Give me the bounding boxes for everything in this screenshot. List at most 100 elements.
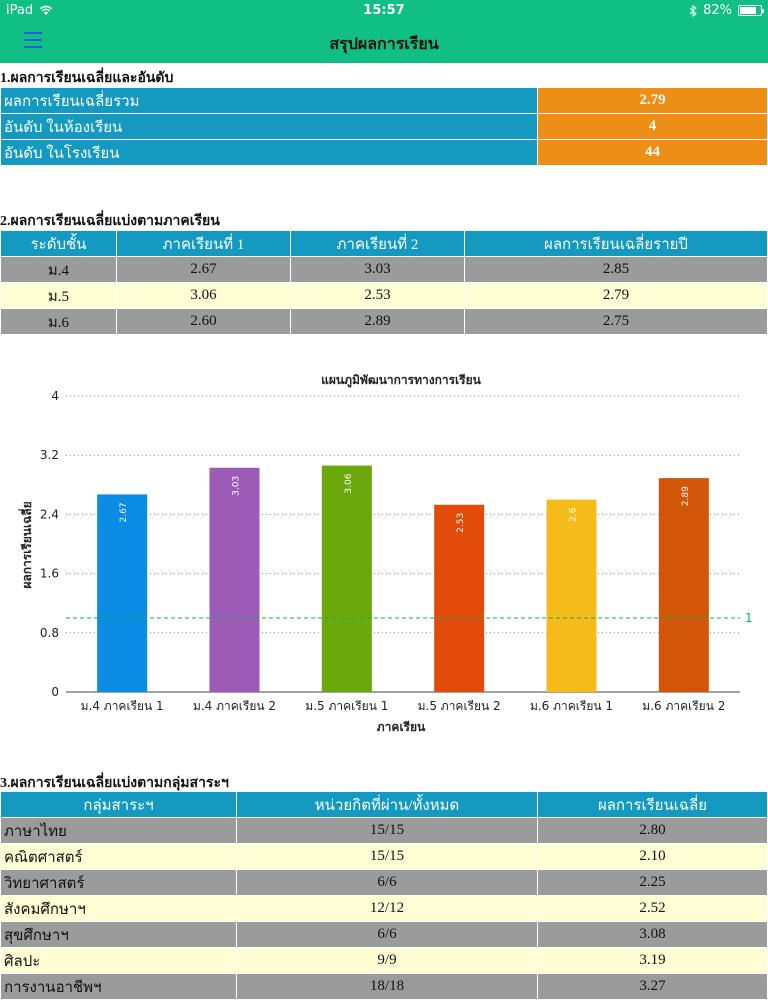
x-axis-title: ภาคเรียน: [377, 720, 426, 734]
table-row: การงานอาชีพฯ 18/18 3.27: [0, 973, 768, 1000]
table-row: คณิตศาสตร์ 15/15 2.10: [0, 843, 768, 870]
table-cell: 2.75: [464, 308, 768, 335]
chart-bar: [434, 504, 485, 692]
bar-value-label: 2.89: [681, 486, 691, 506]
table-cell: 15/15: [236, 843, 538, 870]
table-cell: วิทยาศาสตร์: [0, 869, 237, 896]
y-tick-label: 1.6: [40, 567, 59, 581]
summary-value: 44: [537, 139, 768, 166]
table-cell: 3.19: [537, 947, 768, 974]
y-tick-label: 3.2: [40, 448, 59, 462]
table-cell: 3.03: [290, 256, 465, 283]
table-cell: 18/18: [236, 973, 538, 1000]
table-cell: สุขศึกษาฯ: [0, 921, 237, 948]
bar-value-label: 2.67: [119, 502, 129, 522]
bar-value-label: 2.6: [569, 507, 579, 522]
x-tick-label: ม.5 ภาคเรียน 1: [305, 699, 388, 713]
y-tick-label: 2.4: [40, 507, 59, 521]
x-tick-label: ม.4 ภาคเรียน 2: [193, 699, 276, 713]
y-axis-title: ผลการเรียนเฉลี่ย: [18, 501, 34, 588]
table-cell: 2.60: [116, 308, 291, 335]
summary-row: อันดับ ในโรงเรียน 44: [0, 139, 768, 166]
nav-bar: สรุปผลการเรียน: [0, 20, 768, 63]
column-header: หน่วยกิตที่ผ่าน/ทั้งหมด: [236, 791, 538, 818]
table-cell: สังคมศึกษาฯ: [0, 895, 237, 922]
table-cell: ม.4: [0, 256, 117, 283]
table-cell: ม.6: [0, 308, 117, 335]
summary-row: อันดับ ในห้องเรียน 4: [0, 113, 768, 140]
status-time: 15:57: [363, 3, 405, 18]
progress-chart: แผนภูมิพัฒนาการทางการเรียน 0 0.8 1.6 2.4 3.2 4…: [18, 373, 753, 734]
y-tick-label: 0.8: [40, 626, 59, 640]
reference-line-label: 1: [745, 611, 753, 625]
table-cell: 2.80: [537, 817, 768, 844]
term-table: ระดับชั้น ภาคเรียนที่ 1 ภาคเรียนที่ 2 ผลการ…: [0, 230, 768, 335]
table-cell: คณิตศาสตร์: [0, 843, 237, 870]
device-name: iPad: [6, 3, 34, 18]
y-tick-label: 0: [51, 685, 59, 699]
table-cell: 2.52: [537, 895, 768, 922]
table-row: สังคมศึกษาฯ 12/12 2.52: [0, 895, 768, 922]
table-row: ภาษาไทย 15/15 2.80: [0, 817, 768, 844]
summary-label: อันดับ ในห้องเรียน: [0, 113, 538, 140]
status-bar: iPad 15:57 82%: [0, 0, 768, 20]
summary-value: 4: [537, 113, 768, 140]
section2-title: 2.ผลการเรียนเฉลี่ยแบ่งตามภาคเรียน: [0, 214, 220, 229]
y-tick-label: 4: [51, 389, 59, 403]
table-cell: 9/9: [236, 947, 538, 974]
chart-bar: [658, 478, 709, 692]
x-tick-label: ม.6 ภาคเรียน 2: [642, 699, 725, 713]
table-row: ม.5 3.06 2.53 2.79: [0, 282, 768, 309]
column-header: ผลการเรียนเฉลี่ยรายปี: [464, 230, 768, 257]
subject-table: กลุ่มสาระฯ หน่วยกิตที่ผ่าน/ทั้งหมด ผลการเร…: [0, 791, 768, 1000]
table-cell: 12/12: [236, 895, 538, 922]
table-cell: 3.06: [116, 282, 291, 309]
hamburger-menu-icon[interactable]: [24, 32, 42, 48]
table-cell: 6/6: [236, 921, 538, 948]
chart-bar: [97, 494, 148, 692]
table-cell: 6/6: [236, 869, 538, 896]
table-row: ม.6 2.60 2.89 2.75: [0, 308, 768, 335]
chart-bar: [321, 465, 372, 692]
table-cell: การงานอาชีพฯ: [0, 973, 237, 1000]
table-cell: 15/15: [236, 817, 538, 844]
table-cell: ม.5: [0, 282, 117, 309]
table-cell: ภาษาไทย: [0, 817, 237, 844]
table-cell: 2.85: [464, 256, 768, 283]
battery-level: [740, 7, 757, 14]
table-cell: 3.27: [537, 973, 768, 1000]
battery-icon: [738, 5, 764, 16]
table-cell: 2.10: [537, 843, 768, 870]
chart-bar: [546, 499, 597, 692]
bar-value-label: 3.03: [232, 476, 242, 496]
table-row: สุขศึกษาฯ 6/6 3.08: [0, 921, 768, 948]
page-title: สรุปผลการเรียน: [329, 34, 439, 53]
summary-table: ผลการเรียนเฉลี่ยรวม 2.79 อันดับ ในห้องเรีย…: [0, 87, 768, 166]
bar-value-label: 3.06: [344, 473, 354, 493]
column-header: ระดับชั้น: [0, 230, 117, 257]
table-row: วิทยาศาสตร์ 6/6 2.25: [0, 869, 768, 896]
summary-label: อันดับ ในโรงเรียน: [0, 139, 538, 166]
x-tick-label: ม.5 ภาคเรียน 2: [418, 699, 501, 713]
table-cell: 2.89: [290, 308, 465, 335]
chart-bar: [209, 467, 260, 692]
x-tick-label: ม.6 ภาคเรียน 1: [530, 699, 613, 713]
table-cell: 2.79: [464, 282, 768, 309]
summary-row: ผลการเรียนเฉลี่ยรวม 2.79: [0, 87, 768, 114]
battery-percent: 82%: [703, 3, 732, 18]
x-tick-label: ม.4 ภาคเรียน 1: [81, 699, 164, 713]
table-cell: 2.25: [537, 869, 768, 896]
table-row: ม.4 2.67 3.03 2.85: [0, 256, 768, 283]
table-cell: 3.08: [537, 921, 768, 948]
column-header: ภาคเรียนที่ 1: [116, 230, 291, 257]
column-header: ผลการเรียนเฉลี่ย: [537, 791, 768, 818]
column-header: ภาคเรียนที่ 2: [290, 230, 465, 257]
section1-title: 1.ผลการเรียนเฉลี่ยและอันดับ: [0, 71, 174, 86]
chart-title: แผนภูมิพัฒนาการทางการเรียน: [321, 373, 481, 388]
table-cell: 2.67: [116, 256, 291, 283]
bar-value-label: 2.53: [456, 513, 466, 533]
summary-label: ผลการเรียนเฉลี่ยรวม: [0, 87, 538, 114]
table-row: ศิลปะ 9/9 3.19: [0, 947, 768, 974]
column-header: กลุ่มสาระฯ: [0, 791, 237, 818]
section3-title: 3.ผลการเรียนเฉลี่ยแบ่งตามกลุ่มสาระฯ: [0, 776, 229, 791]
